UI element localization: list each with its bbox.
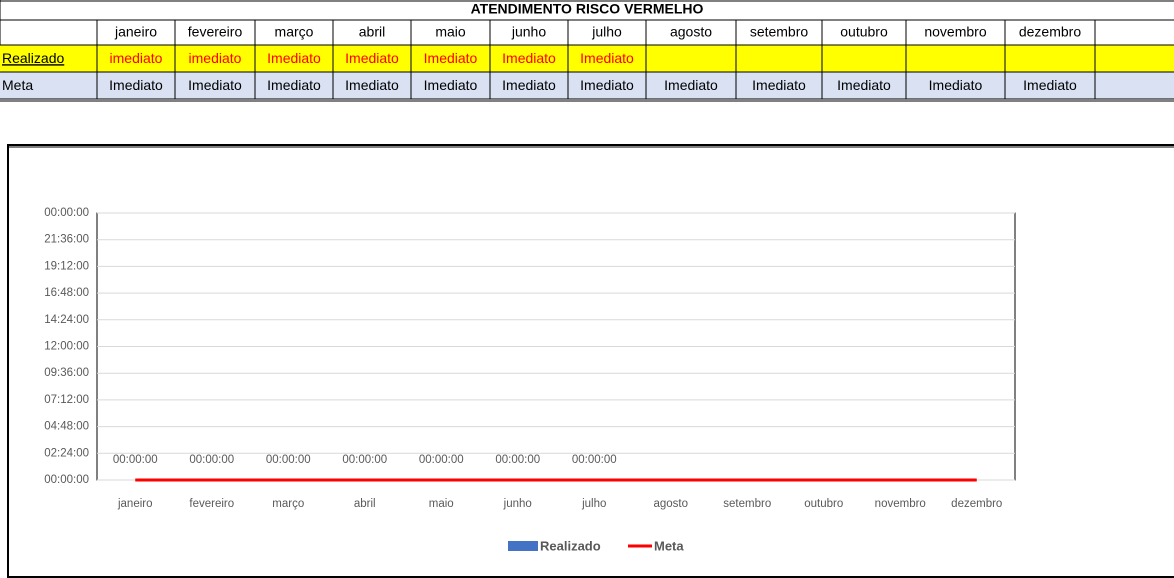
cell: Imediato: [109, 77, 163, 93]
cell: Imediato: [267, 77, 321, 93]
month-header: setembro: [750, 24, 809, 40]
y-tick-label: 00:00:00: [44, 474, 89, 486]
cell: Imediato: [580, 77, 634, 93]
y-tick-label: 21:36:00: [44, 234, 89, 246]
month-header: maio: [435, 24, 466, 40]
month-header: julho: [591, 24, 622, 40]
month-header: novembro: [924, 24, 986, 40]
legend-label: Realizado: [540, 538, 601, 553]
x-tick-label: setembro: [723, 498, 771, 510]
legend-swatch: [508, 541, 538, 551]
cell: Imediato: [752, 77, 806, 93]
cell: Imediato: [424, 50, 478, 66]
x-tick-label: janeiro: [117, 498, 153, 510]
row-label: Meta: [2, 77, 33, 93]
cell: Imediato: [837, 77, 891, 93]
x-tick-label: março: [272, 498, 304, 510]
x-tick-label: novembro: [875, 498, 926, 510]
cell: Imediato: [502, 77, 556, 93]
y-tick-label: 16:48:00: [44, 287, 89, 299]
y-tick-label: 00:00:00: [44, 207, 89, 219]
month-header: abril: [359, 24, 385, 40]
cell: Imediato: [345, 50, 399, 66]
chart-frame: [7, 144, 1174, 578]
month-header: fevereiro: [188, 24, 243, 40]
cell: Imediato: [502, 50, 556, 66]
x-tick-label: dezembro: [951, 498, 1002, 510]
y-tick-label: 19:12:00: [44, 260, 89, 272]
month-header: janeiro: [114, 24, 157, 40]
table-title: ATENDIMENTO RISCO VERMELHO: [471, 1, 704, 17]
data-label: 00:00:00: [113, 454, 158, 466]
y-tick-label: 02:24:00: [44, 447, 89, 459]
cell: Imediato: [580, 50, 634, 66]
x-tick-label: fevereiro: [189, 498, 234, 510]
x-tick-label: agosto: [653, 498, 688, 510]
month-header: dezembro: [1019, 24, 1081, 40]
data-label: 00:00:00: [266, 454, 311, 466]
cell: Imediato: [664, 77, 718, 93]
cell: Imediato: [188, 77, 242, 93]
y-tick-label: 14:24:00: [44, 314, 89, 326]
data-label: 00:00:00: [572, 454, 617, 466]
x-tick-label: outubro: [804, 498, 843, 510]
row-label: Realizado: [2, 50, 64, 66]
cell: Imediato: [929, 77, 983, 93]
month-header: março: [275, 24, 314, 40]
month-header: junho: [511, 24, 546, 40]
legend-label: Meta: [654, 538, 684, 553]
month-header: agosto: [670, 24, 712, 40]
x-tick-label: abril: [354, 498, 376, 510]
row-background: [0, 45, 1174, 72]
cell: imediato: [110, 50, 163, 66]
y-tick-label: 04:48:00: [44, 421, 89, 433]
data-label: 00:00:00: [495, 454, 540, 466]
y-tick-label: 07:12:00: [44, 394, 89, 406]
cell: Imediato: [267, 50, 321, 66]
x-tick-label: junho: [503, 498, 532, 510]
cell: Imediato: [345, 77, 399, 93]
cell: Imediato: [1023, 77, 1077, 93]
x-tick-label: julho: [581, 498, 606, 510]
y-tick-label: 09:36:00: [44, 367, 89, 379]
x-tick-label: maio: [429, 498, 454, 510]
data-label: 00:00:00: [189, 454, 234, 466]
data-label: 00:00:00: [419, 454, 464, 466]
data-label: 00:00:00: [342, 454, 387, 466]
cell: imediato: [189, 50, 242, 66]
month-header: outubro: [840, 24, 888, 40]
cell: Imediato: [424, 77, 478, 93]
row-background: [0, 72, 1174, 99]
y-tick-label: 12:00:00: [44, 341, 89, 353]
